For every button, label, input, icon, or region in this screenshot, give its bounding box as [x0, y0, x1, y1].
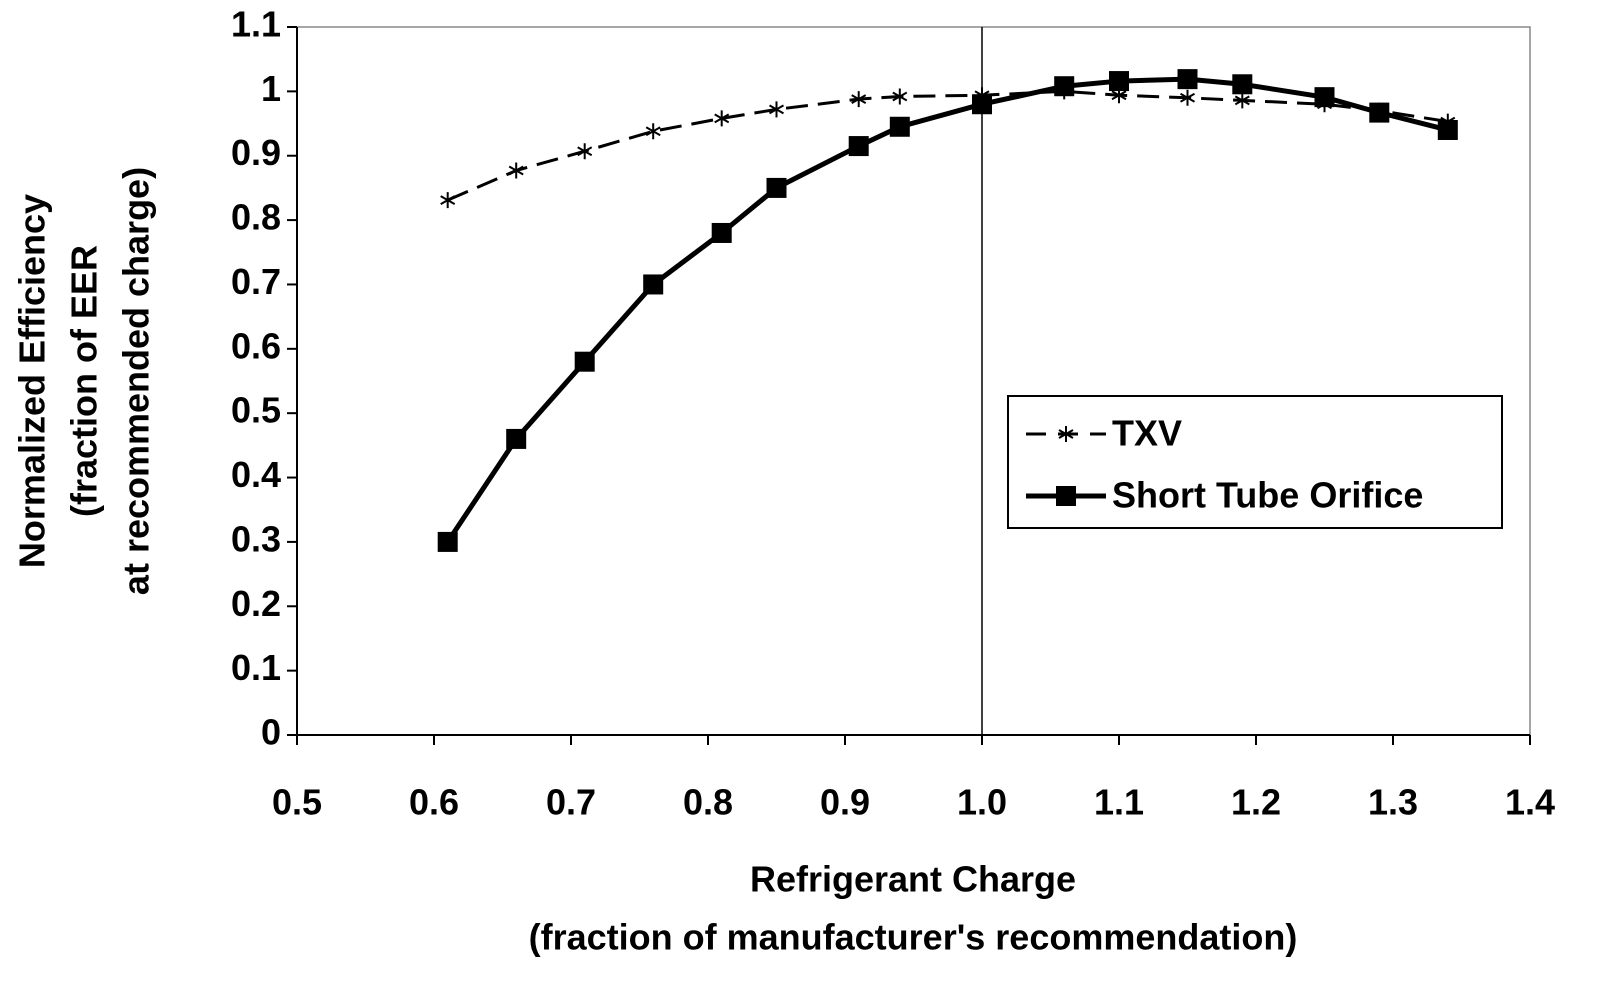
x-tick-label: 1.0 [957, 782, 1007, 823]
marker [1369, 102, 1390, 123]
x-tick-label: 1.2 [1231, 782, 1281, 823]
marker [437, 531, 458, 552]
marker [769, 101, 784, 118]
marker [1314, 87, 1335, 108]
x-tick-label: 0.8 [683, 782, 733, 823]
marker [1054, 76, 1075, 97]
marker [1109, 71, 1129, 92]
marker [574, 351, 595, 372]
marker [851, 91, 867, 108]
y-tick-label: 1.1 [231, 4, 281, 45]
y-tick-label: 0.6 [231, 325, 281, 366]
marker [766, 177, 787, 198]
x-tick-label: 1.3 [1368, 782, 1418, 823]
marker [972, 94, 992, 115]
x-tick-label: 0.9 [820, 782, 870, 823]
x-tick-label: 1.4 [1505, 782, 1555, 823]
legend-label: Short Tube Orifice [1112, 475, 1423, 516]
y-tick-label: 0 [261, 712, 281, 753]
x-tick-label: 0.5 [272, 782, 322, 823]
series-line [445, 76, 1449, 544]
y-axis-title: (fraction of EER [64, 245, 105, 517]
y-tick-label: 0.2 [231, 583, 281, 624]
y-tick-label: 0.8 [231, 197, 281, 238]
x-tick-label: 0.6 [409, 782, 459, 823]
x-tick-label: 1.1 [1094, 782, 1144, 823]
y-tick-label: 0.3 [231, 518, 281, 559]
x-axis-title: Refrigerant Charge [750, 859, 1076, 900]
plot-frame [296, 26, 1531, 736]
marker [889, 116, 910, 137]
marker [714, 110, 730, 127]
y-tick-label: 0.7 [231, 261, 281, 302]
x-tick-label: 0.7 [546, 782, 596, 823]
x-axis-title: (fraction of manufacturer's recommendati… [529, 917, 1298, 958]
y-axis-title: Normalized Efficiency [12, 194, 53, 568]
y-tick-label: 0.1 [231, 647, 281, 688]
marker [1437, 119, 1458, 140]
marker [711, 222, 732, 243]
legend-label: TXV [1112, 413, 1182, 454]
legend: TXV Short Tube Orifice [1007, 395, 1503, 529]
y-tick-label: 0.9 [231, 132, 281, 173]
series-line [447, 89, 1449, 202]
marker [1234, 92, 1250, 109]
y-tick-label: 0.5 [231, 390, 281, 431]
marker [1056, 486, 1076, 506]
marker [577, 143, 593, 160]
y-axis-title: at recommended charge) [116, 167, 157, 595]
marker [892, 88, 908, 105]
marker [508, 162, 524, 179]
marker [506, 428, 527, 449]
y-axis-title-group: Normalized Efficiency (fraction of EER at … [12, 167, 157, 595]
marker [848, 136, 869, 157]
marker [645, 123, 661, 140]
marker [1180, 89, 1195, 106]
legend-box [1007, 395, 1503, 529]
marker [1177, 69, 1198, 90]
marker [643, 274, 664, 295]
marker [440, 192, 456, 209]
y-tick-label: 0.4 [231, 454, 281, 495]
marker [1232, 74, 1253, 95]
marker [1058, 426, 1074, 442]
y-tick-label: 1 [261, 68, 281, 109]
